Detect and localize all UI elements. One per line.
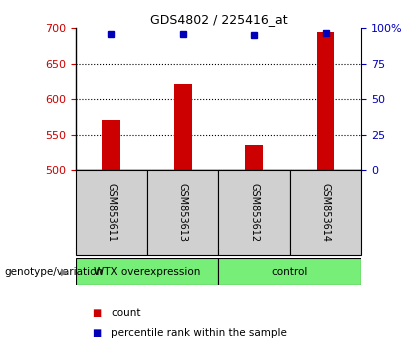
Bar xyxy=(317,32,334,170)
Text: percentile rank within the sample: percentile rank within the sample xyxy=(111,328,287,338)
Bar xyxy=(76,258,218,285)
Bar xyxy=(76,170,147,255)
Text: GSM853612: GSM853612 xyxy=(249,183,259,242)
Bar xyxy=(174,84,192,170)
Text: count: count xyxy=(111,308,141,318)
Text: WTX overexpression: WTX overexpression xyxy=(94,267,200,277)
Bar xyxy=(290,170,361,255)
Bar xyxy=(218,258,361,285)
Text: control: control xyxy=(272,267,308,277)
Text: GSM853613: GSM853613 xyxy=(178,183,188,242)
Text: GSM853614: GSM853614 xyxy=(320,183,331,242)
Bar xyxy=(218,170,290,255)
Text: ■: ■ xyxy=(92,328,102,338)
Text: genotype/variation: genotype/variation xyxy=(4,267,103,277)
Bar xyxy=(102,120,120,170)
Bar xyxy=(147,170,218,255)
Text: ▶: ▶ xyxy=(61,267,69,277)
Bar xyxy=(245,145,263,170)
Text: ■: ■ xyxy=(92,308,102,318)
Title: GDS4802 / 225416_at: GDS4802 / 225416_at xyxy=(150,13,287,26)
Text: GSM853611: GSM853611 xyxy=(106,183,116,242)
